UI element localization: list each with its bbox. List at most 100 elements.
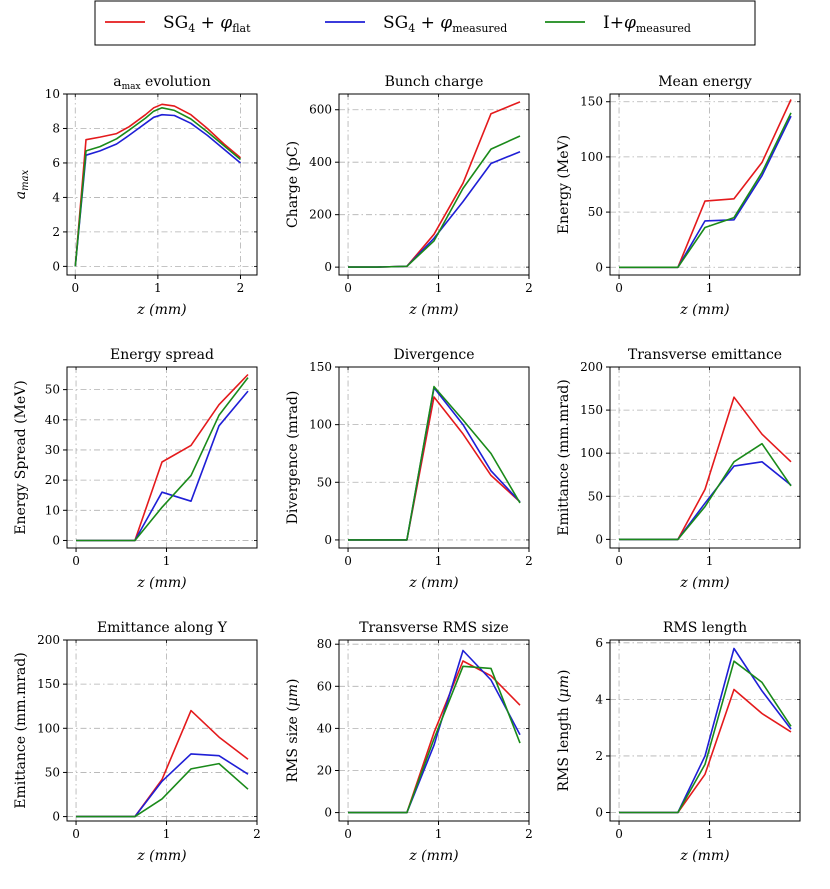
x-tick-label: 0 [344,827,352,841]
x-axis-label: z (mm) [136,302,186,318]
x-tick-label: 0 [615,554,623,568]
series-line [348,665,521,814]
chart-title: amax evolution [113,74,210,92]
chart-title: Energy spread [110,347,214,363]
y-tick-label: 0 [324,260,332,274]
x-axis-label: z (mm) [408,848,458,864]
axes-frame [338,639,530,822]
y-axis-label: RMS size (μm) [285,679,301,783]
x-tick-label: 1 [706,827,714,841]
x-tick-label: 2 [525,827,533,841]
y-tick-label: 6 [595,636,603,650]
x-tick-label: 1 [154,281,162,295]
y-tick-label: 10 [45,503,60,517]
y-tick-label: 0 [52,810,60,824]
x-tick-label: 0 [71,281,79,295]
series-line [348,385,521,541]
y-tick-label: 50 [588,489,603,503]
y-tick-label: 0 [595,806,603,820]
x-tick-label: 2 [237,281,245,295]
series-line [619,396,792,541]
axes-frame [66,639,258,822]
y-tick-label: 200 [580,360,603,374]
chart-title: Emittance along Y [97,620,228,636]
y-tick-label: 0 [52,533,60,547]
series-line [76,390,249,542]
y-tick-label: 0 [595,532,603,546]
axes-frame [338,366,530,549]
y-tick-label: 0 [324,533,332,547]
y-tick-label: 6 [52,156,60,170]
axes-frame [609,639,801,822]
y-tick-label: 100 [580,150,603,164]
x-axis-label: z (mm) [408,575,458,591]
x-tick-label: 0 [344,554,352,568]
series-line [619,460,792,541]
y-tick-label: 2 [595,749,603,763]
y-axis-label: Energy Spread (MeV) [13,380,29,534]
y-tick-label: 50 [317,475,332,489]
y-tick-label: 40 [317,721,332,735]
y-tick-label: 4 [52,190,60,204]
chart-panel: 0 1 0 50 100 150 Mean energy z (mm) Energy (MeV) [556,74,801,318]
y-tick-label: 40 [45,413,60,427]
series-line [74,113,242,267]
y-axis-label: Energy (MeV) [556,135,572,234]
y-tick-label: 200 [309,208,332,222]
series-line [619,647,792,814]
axes-frame [66,93,258,276]
chart-title: Transverse RMS size [359,620,509,636]
y-axis-label: Divergence (mrad) [285,391,301,525]
legend: SG4 + φflat SG4 + φmeasured I+φmeasured [94,0,756,46]
y-tick-label: 2 [52,225,60,239]
x-tick-label: 1 [435,827,443,841]
y-tick-label: 50 [45,765,60,779]
y-tick-label: 200 [37,633,60,647]
series-line [348,386,521,541]
y-tick-label: 60 [317,679,332,693]
series-line [619,660,792,814]
axes-frame [66,366,258,549]
x-axis-label: z (mm) [679,575,729,591]
y-tick-label: 150 [37,677,60,691]
x-tick-label: 0 [72,554,80,568]
y-tick-label: 600 [309,103,332,117]
chart-title: Mean energy [658,74,752,90]
y-tick-label: 8 [52,121,60,135]
series-line [619,688,792,814]
y-axis-label: Charge (pC) [285,141,301,228]
series-line [74,103,242,267]
chart-title: Transverse emittance [628,347,782,363]
y-axis-label: Emittance (mm.mrad) [13,652,29,808]
chart-title: Divergence [394,347,475,363]
series-line [76,709,249,818]
chart-title: Bunch charge [385,74,484,90]
axes-frame [609,366,801,549]
x-tick-label: 2 [253,827,261,841]
chart-title: RMS length [663,620,747,636]
y-tick-label: 10 [45,87,60,101]
series-line [619,112,792,269]
y-tick-label: 150 [580,403,603,417]
chart-panel: 0 1 2 0 200 400 600 Bunch charge z (mm) Charge (p… [285,74,533,318]
series-line [76,373,249,542]
x-tick-label: 2 [525,281,533,295]
x-tick-label: 1 [706,281,714,295]
y-axis-label: amax [13,169,31,199]
x-tick-label: 0 [615,281,623,295]
x-tick-label: 1 [163,827,171,841]
y-tick-label: 30 [45,443,60,457]
series-line [619,115,792,269]
chart-panel: 0 1 2 0 2 4 6 8 10 amax evolution z (mm) amax [13,74,258,318]
series-line [619,442,792,541]
x-tick-label: 0 [72,827,80,841]
series-line [348,150,521,268]
legend-frame [94,0,756,46]
y-tick-label: 100 [580,446,603,460]
y-tick-label: 0 [324,806,332,820]
chart-panel: 0 1 2 0 50 100 150 Divergence z (mm) Divergence (… [285,347,533,591]
series-line [348,101,521,268]
